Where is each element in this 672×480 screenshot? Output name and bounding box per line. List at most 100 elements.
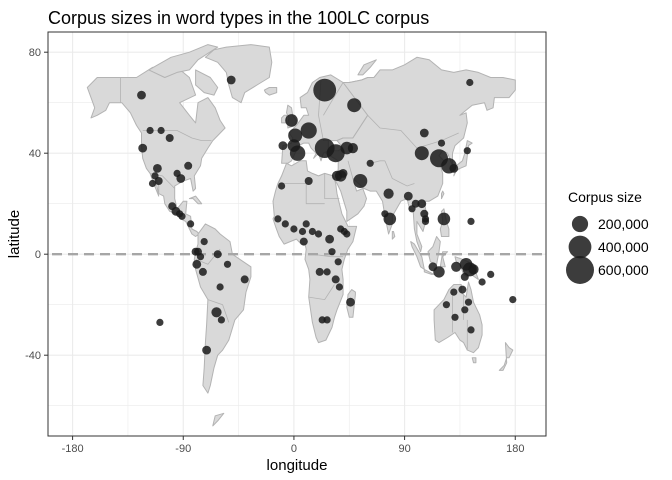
data-point	[137, 90, 146, 100]
data-point	[383, 188, 394, 199]
land-baffin-island	[195, 69, 219, 96]
land-iceland	[263, 87, 278, 96]
legend-key	[566, 256, 594, 284]
data-point	[347, 143, 358, 154]
data-point	[353, 174, 368, 188]
data-point	[458, 285, 467, 294]
data-point	[314, 230, 323, 238]
data-point	[463, 147, 471, 155]
data-point	[289, 145, 306, 161]
data-point	[191, 247, 200, 256]
data-point	[343, 230, 351, 238]
country-border	[312, 253, 344, 258]
land-cuba	[188, 195, 203, 205]
data-point	[165, 134, 174, 142]
data-point	[156, 318, 164, 326]
data-point	[460, 272, 469, 281]
y-tick-label: 0	[35, 249, 41, 261]
country-border	[384, 160, 415, 187]
data-point	[196, 253, 205, 261]
data-point	[198, 267, 207, 276]
data-point	[184, 161, 193, 170]
data-point	[216, 283, 224, 291]
data-point	[461, 306, 469, 314]
data-point	[285, 114, 298, 127]
data-point	[308, 227, 316, 236]
data-point	[403, 191, 413, 201]
data-point	[178, 212, 186, 220]
land-tasmania	[471, 357, 477, 364]
data-point	[437, 139, 446, 147]
x-tick-label: 180	[506, 443, 524, 455]
data-point	[299, 237, 308, 246]
data-point	[442, 301, 450, 309]
y-axis: -40 0 40 80	[25, 47, 48, 362]
data-point	[315, 267, 324, 276]
x-tick-label: 90	[398, 443, 410, 455]
data-point	[187, 220, 195, 228]
data-point	[467, 326, 475, 334]
data-point	[464, 298, 473, 306]
data-point	[157, 126, 165, 135]
data-point	[366, 159, 374, 167]
x-axis: -180 -90 0 90 180	[62, 436, 524, 455]
data-point	[288, 128, 303, 143]
data-point	[326, 144, 345, 163]
data-point	[451, 313, 459, 321]
data-point	[146, 126, 154, 135]
data-point	[192, 259, 202, 269]
country-border	[347, 160, 354, 179]
data-points	[137, 75, 517, 355]
data-point	[478, 278, 486, 286]
land-antarctic-peninsula	[212, 412, 225, 427]
y-tick-label: 40	[29, 148, 41, 160]
data-point	[304, 177, 313, 185]
data-point	[449, 164, 459, 173]
land-greenland	[204, 44, 273, 104]
country-border	[142, 130, 212, 141]
data-point	[328, 248, 336, 256]
data-point	[200, 238, 208, 246]
data-point	[202, 345, 212, 355]
land-borneo	[427, 236, 441, 265]
x-tick-label: -90	[175, 443, 191, 455]
data-point	[217, 316, 225, 324]
land-canadian-arctic	[148, 44, 219, 78]
legend-key	[571, 215, 589, 233]
data-point	[325, 234, 334, 244]
legend-keys: 200,000 400,000 600,000	[566, 215, 649, 284]
legend-label: 400,000	[598, 239, 649, 255]
legend-label: 600,000	[598, 262, 649, 278]
data-point	[417, 199, 427, 209]
country-border	[308, 284, 335, 301]
land-java	[423, 268, 435, 275]
y-tick-label: -40	[25, 350, 41, 362]
legend: Corpus size 200,000 400,000 600,000	[566, 189, 649, 284]
land-taiwan	[441, 190, 445, 200]
data-point	[509, 296, 517, 304]
data-point	[383, 212, 397, 226]
data-point	[419, 128, 429, 138]
data-point	[153, 164, 162, 173]
y-axis-title: latitude	[6, 210, 23, 258]
data-point	[148, 179, 157, 188]
data-point	[467, 217, 475, 225]
data-point	[278, 182, 286, 190]
land-north-america	[86, 66, 226, 237]
land-sumatra	[410, 241, 425, 270]
data-point	[213, 250, 222, 259]
land-sri-lanka	[391, 231, 396, 240]
legend-key	[568, 235, 592, 259]
data-point	[331, 275, 340, 284]
x-tick-label: -180	[62, 443, 84, 455]
data-point	[466, 78, 474, 87]
country-border	[324, 173, 340, 199]
data-point	[302, 220, 310, 228]
plot-border	[47, 31, 547, 437]
chart-title: Corpus sizes in word types in the 100LC …	[48, 8, 429, 28]
data-point	[408, 205, 416, 213]
country-border	[277, 183, 325, 205]
legend-label: 200,000	[598, 216, 649, 232]
data-point	[281, 220, 289, 228]
